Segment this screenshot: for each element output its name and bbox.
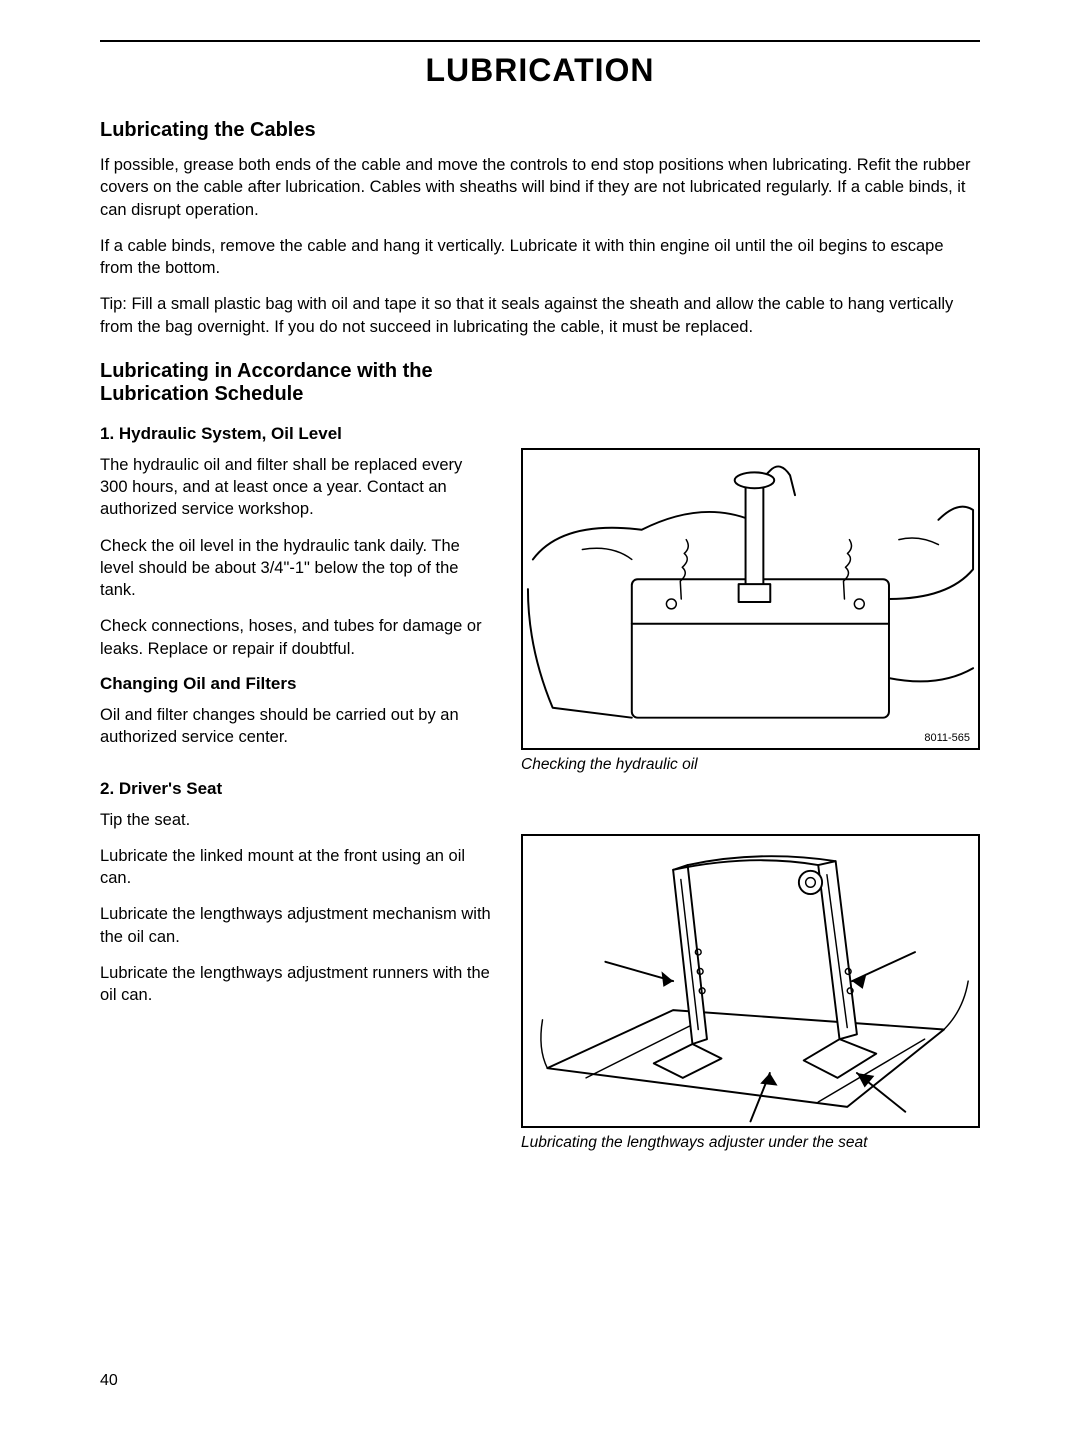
page-title: LUBRICATION — [100, 52, 980, 89]
seat-p1: Tip the seat. — [100, 809, 491, 831]
hydraulic-oil-illustration — [523, 450, 978, 748]
hydraulic-p1: The hydraulic oil and filter shall be re… — [100, 454, 491, 521]
seat-p3: Lubricate the lengthways adjustment mech… — [100, 903, 491, 948]
hydraulic-p2: Check the oil level in the hydraulic tan… — [100, 535, 491, 602]
cables-p2: If a cable binds, remove the cable and h… — [100, 235, 980, 280]
cables-p3: Tip: Fill a small plastic bag with oil a… — [100, 293, 980, 338]
hydraulic-title: 1. Hydraulic System, Oil Level — [100, 424, 491, 444]
figure-seat-image — [521, 834, 980, 1128]
figure-hydraulic-caption: Checking the hydraulic oil — [521, 756, 980, 774]
page-number: 40 — [100, 1372, 980, 1390]
seat-p2: Lubricate the linked mount at the front … — [100, 845, 491, 890]
left-column: 1. Hydraulic System, Oil Level The hydra… — [100, 418, 491, 1152]
figure-hydraulic-id: 8011-565 — [922, 732, 972, 744]
figure-hydraulic-image: 8011-565 — [521, 448, 980, 750]
figure-seat: Lubricating the lengthways adjuster unde… — [521, 834, 980, 1152]
top-rule — [100, 40, 980, 42]
seat-title: 2. Driver's Seat — [100, 779, 491, 799]
seat-p4: Lubricate the lengthways adjustment runn… — [100, 962, 491, 1007]
changing-oil-p1: Oil and filter changes should be carried… — [100, 704, 491, 749]
changing-oil-title: Changing Oil and Filters — [100, 674, 491, 694]
right-column: 8011-565 Checking the hydraulic oil — [521, 418, 980, 1152]
figure-seat-caption: Lubricating the lengthways adjuster unde… — [521, 1134, 980, 1152]
section-cables-heading: Lubricating the Cables — [100, 119, 980, 142]
cables-p1: If possible, grease both ends of the cab… — [100, 154, 980, 221]
figure-hydraulic: 8011-565 Checking the hydraulic oil — [521, 448, 980, 774]
hydraulic-p3: Check connections, hoses, and tubes for … — [100, 615, 491, 660]
section-schedule-heading: Lubricating in Accordance with the Lubri… — [100, 360, 520, 406]
seat-adjuster-illustration — [523, 836, 978, 1126]
two-column-layout: 1. Hydraulic System, Oil Level The hydra… — [100, 418, 980, 1152]
